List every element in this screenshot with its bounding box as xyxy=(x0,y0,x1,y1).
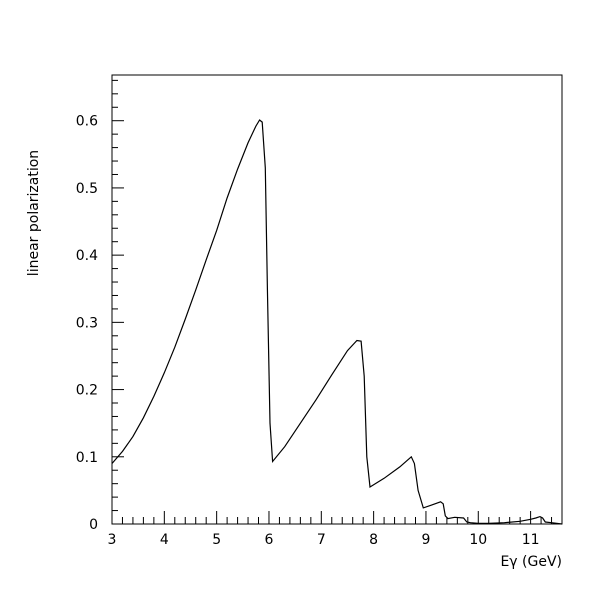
x-tick-label: 7 xyxy=(317,532,326,548)
x-axis-ticks xyxy=(111,511,563,524)
y-tick-label: 0.3 xyxy=(76,315,98,331)
y-tick-label: 0.2 xyxy=(76,383,98,399)
x-tick-label: 8 xyxy=(369,532,378,548)
series-line xyxy=(111,119,563,525)
x-tick-label: 3 xyxy=(108,532,117,548)
y-tick-label: 0.1 xyxy=(76,450,98,466)
y-tick-label: 0.4 xyxy=(76,248,98,264)
y-axis-label: linear polarization xyxy=(26,150,42,276)
y-tick-label: 0 xyxy=(89,517,98,533)
x-tick-label: 10 xyxy=(469,532,487,548)
x-tick-label: 5 xyxy=(212,532,221,548)
x-tick-label: 6 xyxy=(265,532,274,548)
plot-frame xyxy=(111,74,563,525)
x-axis-tick-labels: 3 4 5 6 7 8 9 10 11 xyxy=(108,532,540,548)
y-axis-tick-labels: 0 0.1 0.2 0.3 0.4 0.5 0.6 xyxy=(76,114,98,533)
x-axis-label: Eγ (GeV) xyxy=(500,554,562,570)
x-tick-label: 9 xyxy=(421,532,430,548)
x-tick-label: 11 xyxy=(522,532,540,548)
y-tick-label: 0.5 xyxy=(76,181,98,197)
y-tick-label: 0.6 xyxy=(76,114,98,130)
x-tick-label: 4 xyxy=(160,532,169,548)
